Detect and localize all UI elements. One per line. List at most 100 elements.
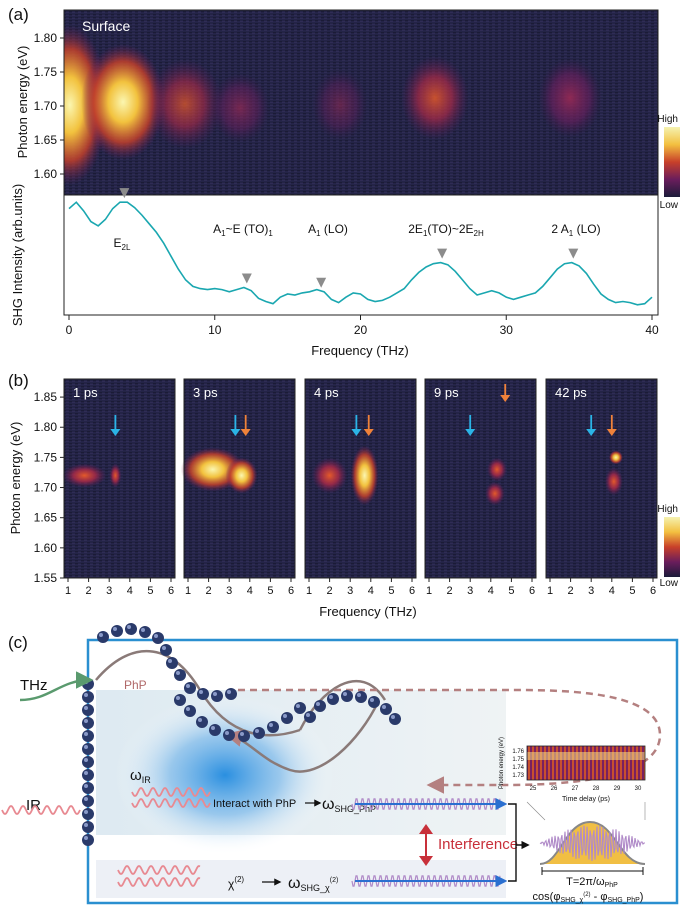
omega-shg-chi: ωSHG_χ(2)	[288, 875, 338, 893]
subpanel-3-ps: 3 ps 1 2 3 4 5 6	[180, 378, 296, 597]
subpanel-background	[546, 379, 657, 578]
shg-php-wave	[351, 798, 501, 810]
map-ytick-label: 1.75	[34, 65, 58, 79]
subpanel-4-ps: 4 ps 1 2 3 4 5 6	[304, 378, 417, 597]
atom-highlight	[306, 713, 310, 717]
blue-arrow-head	[586, 429, 597, 436]
xtick-label: 3	[106, 585, 112, 597]
atom	[82, 756, 94, 768]
xtick-label: 4	[247, 585, 253, 597]
atom-highlight	[198, 718, 202, 722]
panel-a-spectrum	[68, 201, 653, 306]
atom-highlight	[84, 719, 88, 723]
xtick-label: 6	[650, 585, 656, 597]
xtick-label: 2	[86, 585, 92, 597]
peak-marker	[437, 248, 448, 259]
xtick-label: 4	[127, 585, 133, 597]
spectral-feature	[109, 463, 122, 488]
xtick-label: 5	[147, 585, 153, 597]
xtick-label: 20	[354, 323, 368, 337]
atom	[82, 795, 94, 807]
surface-label: Surface	[82, 18, 130, 34]
panel-a-spectrum-frame	[63, 194, 659, 316]
atom-highlight	[199, 690, 203, 694]
xtick-label: 1	[547, 585, 553, 597]
peak-label: 2E1(TO)~2E2H	[408, 222, 484, 238]
panel-a-heatmap	[64, 10, 658, 195]
subpanel-42-ps: 42 ps 1 2 3 4 5 6	[545, 378, 658, 597]
inset-ytick-label: 1.74	[512, 765, 524, 771]
xtick-label: 2	[206, 585, 212, 597]
atom	[139, 626, 151, 638]
atom-highlight	[113, 627, 117, 631]
orange-arrow-head	[500, 395, 511, 402]
xtick-label: 1	[65, 585, 71, 597]
blue-arrow-head	[110, 429, 121, 436]
atom	[160, 644, 172, 656]
xtick-label: 4	[488, 585, 494, 597]
atom	[196, 716, 208, 728]
spectral-feature	[608, 450, 623, 465]
panel-b-yticks: 1.85 1.80 1.75 1.70 1.65 1.60 1.55	[34, 390, 64, 585]
cos-formula: cos(φSHG_χ(2) - φSHG_PhP)	[533, 891, 644, 904]
atom-highlight	[127, 625, 131, 629]
spectral-feature	[62, 463, 107, 488]
atom-highlight	[316, 702, 320, 706]
atom-highlight	[176, 696, 180, 700]
xtick-label: 6	[529, 585, 535, 597]
panel-b-xlabel: Frequency (THz)	[319, 604, 417, 619]
xtick-label: 2	[327, 585, 333, 597]
php-label: PhP	[124, 678, 147, 692]
blue-arrow-head	[465, 429, 476, 436]
interference-arrow-down	[419, 856, 433, 866]
ir-wave-bottom-1	[117, 864, 201, 876]
interference-label: Interference	[438, 836, 518, 853]
atom-highlight	[283, 714, 287, 718]
chi-label: χ(2)	[228, 875, 244, 891]
xtick-label: 4	[368, 585, 374, 597]
inset-ytick-label: 1.75	[512, 757, 524, 763]
atom-highlight	[211, 726, 215, 730]
atom	[97, 631, 109, 643]
inset-xtick-label: 28	[593, 786, 600, 792]
atom-highlight	[240, 732, 244, 736]
atom-highlight	[213, 692, 217, 696]
atom	[368, 696, 380, 708]
inset-yticks: 1.76 1.75 1.74 1.73	[512, 749, 524, 779]
envelope-curve	[539, 820, 646, 865]
orange-arrow-head	[240, 429, 251, 436]
atom-highlight	[154, 634, 158, 638]
inset-ytick-label: 1.76	[512, 749, 524, 755]
xtick-label: 1	[185, 585, 191, 597]
xtick-label: 1	[306, 585, 312, 597]
atom-highlight	[370, 698, 374, 702]
atom-highlight	[255, 729, 259, 733]
subpanel-9-ps: 9 ps 1 2 3 4 5 6	[424, 378, 537, 597]
panel-a-peak-labels: E2L A1~E (TO)1 A1 (LO) 2E1(TO)~2E2H 2 A1 (LO…	[114, 188, 601, 288]
atom-highlight	[162, 646, 166, 650]
atom-highlight	[176, 671, 180, 675]
panel-b-ylabel: Photon energy (eV)	[8, 422, 23, 535]
atom-highlight	[84, 797, 88, 801]
php-wave-return	[224, 701, 380, 773]
inset-xtick-label: 29	[614, 786, 621, 792]
atom-highlight	[84, 771, 88, 775]
atom	[82, 704, 94, 716]
peak-marker	[568, 248, 579, 259]
inset-xlabel: Time delay (ps)	[562, 796, 610, 803]
subpanel-1-ps: 1 ps 1 2 3 4 5 6	[62, 378, 176, 597]
atom-highlight	[391, 715, 395, 719]
atom	[355, 691, 367, 703]
spectrum-line	[68, 201, 653, 306]
atom-highlight	[84, 758, 88, 762]
ytick-label: 1.60	[34, 541, 58, 555]
map-ytick-label: 1.80	[34, 31, 58, 45]
atom-highlight	[329, 695, 333, 699]
peak-marker	[316, 277, 327, 288]
atom	[225, 688, 237, 700]
panel-b-label: (b)	[8, 371, 29, 390]
time-label: 1 ps	[73, 385, 98, 400]
atom	[184, 682, 196, 694]
atom	[223, 729, 235, 741]
panel-b-subpanels: 1 ps 1 2 3 4 5 6 3 ps 1 2 3 4 5 6 4 ps 1 2 3 4 5 6 9 ps 1 2 3 4 5 6…	[62, 378, 658, 597]
